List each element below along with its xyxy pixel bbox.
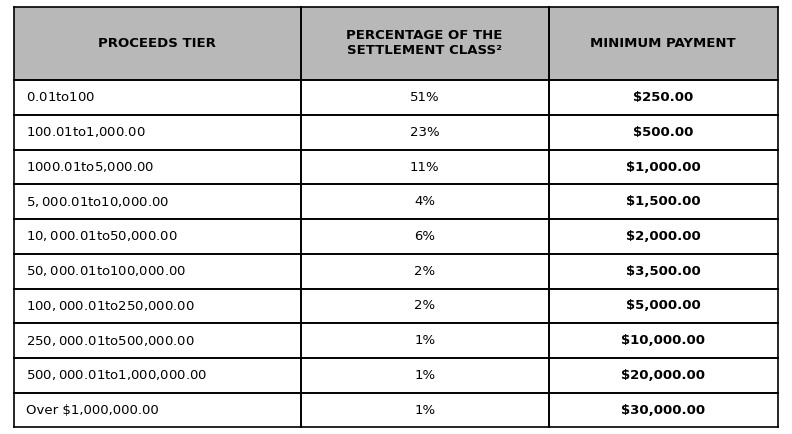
- Bar: [301, 219, 549, 254]
- Text: Over $1,000,000.00: Over $1,000,000.00: [26, 404, 159, 417]
- Bar: [549, 393, 778, 427]
- Text: 4%: 4%: [414, 195, 435, 208]
- Text: $10,000.01 to $50,000.00: $10,000.01 to $50,000.00: [26, 230, 178, 243]
- Text: $2,000.00: $2,000.00: [626, 230, 701, 243]
- Text: 23%: 23%: [409, 126, 440, 139]
- Bar: [301, 150, 549, 184]
- Bar: [301, 323, 549, 358]
- Text: $500,000.01 to $1,000,000.00: $500,000.01 to $1,000,000.00: [26, 368, 208, 382]
- Bar: [14, 219, 301, 254]
- Text: $0.01 to $100: $0.01 to $100: [26, 91, 95, 104]
- Bar: [301, 80, 549, 115]
- Bar: [549, 289, 778, 323]
- Text: 1%: 1%: [414, 334, 435, 347]
- Bar: [301, 289, 549, 323]
- Bar: [549, 7, 778, 80]
- Text: $3,500.00: $3,500.00: [626, 265, 701, 278]
- Bar: [549, 254, 778, 289]
- Bar: [549, 115, 778, 150]
- Bar: [14, 289, 301, 323]
- Bar: [14, 323, 301, 358]
- Text: $250,000.01 to $500,000.00: $250,000.01 to $500,000.00: [26, 334, 195, 348]
- Bar: [549, 323, 778, 358]
- Text: $100,000.01 to $250,000.00: $100,000.01 to $250,000.00: [26, 299, 195, 313]
- Text: MINIMUM PAYMENT: MINIMUM PAYMENT: [590, 37, 736, 50]
- Text: PERCENTAGE OF THE
SETTLEMENT CLASS²: PERCENTAGE OF THE SETTLEMENT CLASS²: [346, 30, 503, 57]
- Text: $50,000.01 to $100,000.00: $50,000.01 to $100,000.00: [26, 264, 186, 278]
- Bar: [14, 80, 301, 115]
- Bar: [549, 80, 778, 115]
- Text: $30,000.00: $30,000.00: [621, 404, 706, 417]
- Text: 1%: 1%: [414, 404, 435, 417]
- Text: $20,000.00: $20,000.00: [621, 369, 705, 382]
- Bar: [301, 393, 549, 427]
- Bar: [549, 150, 778, 184]
- Bar: [14, 7, 301, 80]
- Bar: [301, 115, 549, 150]
- Bar: [549, 184, 778, 219]
- Text: 11%: 11%: [409, 161, 440, 174]
- Bar: [301, 184, 549, 219]
- Text: 1%: 1%: [414, 369, 435, 382]
- Text: $1,000.00: $1,000.00: [626, 161, 701, 174]
- Bar: [301, 7, 549, 80]
- Text: $500.00: $500.00: [633, 126, 694, 139]
- Bar: [549, 219, 778, 254]
- Bar: [301, 254, 549, 289]
- Text: 6%: 6%: [414, 230, 435, 243]
- Bar: [14, 393, 301, 427]
- Text: 51%: 51%: [409, 91, 440, 104]
- Bar: [14, 115, 301, 150]
- Bar: [14, 358, 301, 393]
- Text: $1,500.00: $1,500.00: [626, 195, 701, 208]
- Text: 2%: 2%: [414, 299, 435, 312]
- Text: $1000.01 to $5,000.00: $1000.01 to $5,000.00: [26, 160, 154, 174]
- Text: $5,000.00: $5,000.00: [626, 299, 701, 312]
- Text: 2%: 2%: [414, 265, 435, 278]
- Text: PROCEEDS TIER: PROCEEDS TIER: [98, 37, 216, 50]
- Bar: [14, 184, 301, 219]
- Bar: [14, 150, 301, 184]
- Text: $10,000.00: $10,000.00: [621, 334, 705, 347]
- Text: $5,000.01 to $10,000.00: $5,000.01 to $10,000.00: [26, 195, 169, 209]
- Text: $100.01 to $1,000.00: $100.01 to $1,000.00: [26, 125, 146, 139]
- Bar: [14, 254, 301, 289]
- Bar: [549, 358, 778, 393]
- Bar: [301, 358, 549, 393]
- Text: $250.00: $250.00: [633, 91, 693, 104]
